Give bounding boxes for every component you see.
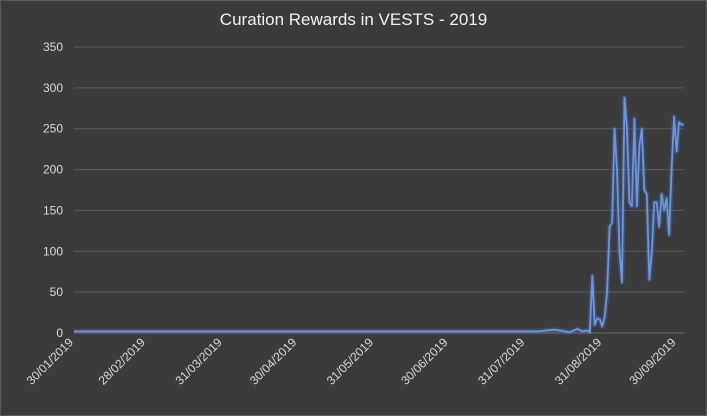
x-tick-label: 30/01/2019	[24, 335, 77, 388]
y-tick-label: 300	[43, 81, 63, 95]
x-tick-label: 30/04/2019	[247, 335, 300, 388]
y-tick-label: 350	[43, 40, 63, 54]
y-tick-label: 0	[56, 326, 63, 340]
series-layer	[74, 95, 684, 335]
chart-title: Curation Rewards in VESTS - 2019	[219, 10, 488, 29]
x-tick-label: 31/03/2019	[173, 335, 226, 388]
y-tick-label: 250	[43, 122, 63, 136]
x-tick-label: 31/05/2019	[324, 335, 377, 388]
x-tick-label: 31/07/2019	[475, 335, 528, 388]
y-tick-label: 200	[43, 163, 63, 177]
x-axis-ticks: 30/01/2019 28/02/2019 31/03/2019 30/04/2019…	[24, 335, 679, 388]
grid-lines	[74, 46, 684, 334]
y-tick-label: 50	[50, 285, 64, 299]
y-axis-ticks: 0 50 100 150 200 250 300 350	[43, 40, 63, 340]
x-tick-label: 30/06/2019	[398, 335, 451, 388]
x-tick-label: 28/02/2019	[96, 335, 149, 388]
x-tick-label: 30/09/2019	[626, 335, 679, 388]
x-tick-label: 31/08/2019	[552, 335, 605, 388]
y-tick-label: 100	[43, 244, 63, 258]
y-tick-label: 150	[43, 203, 63, 217]
series-line	[74, 96, 684, 334]
